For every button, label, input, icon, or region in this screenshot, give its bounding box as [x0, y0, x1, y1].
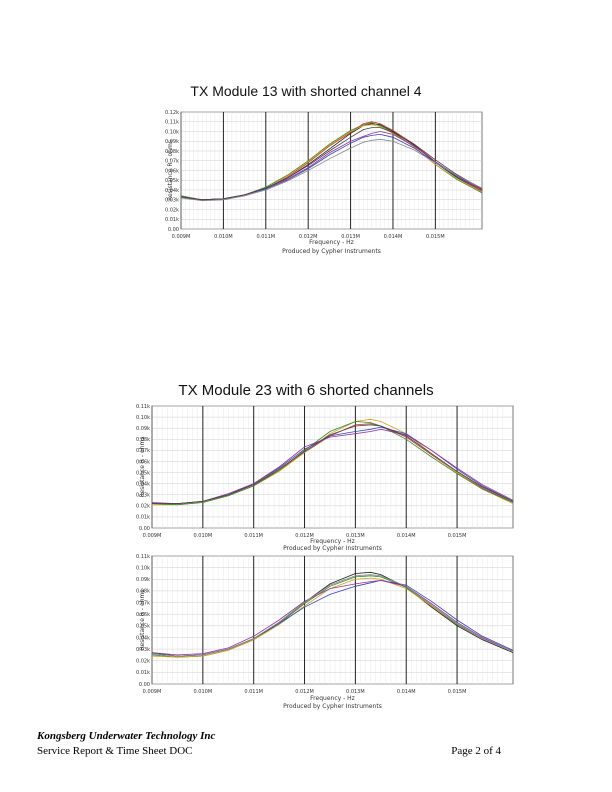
plot-area [151, 555, 514, 685]
y-tick-label: 0.00 [168, 227, 179, 233]
y-tick-label: 0.00 [139, 682, 150, 688]
y-tick-label: 0.03k [136, 647, 150, 653]
x-axis-label: Frequency - Hz [309, 239, 354, 246]
chart-credit: Produced by Cypher Instruments [283, 703, 382, 710]
x-tick-label: 0.012M [299, 234, 318, 240]
x-tick-label: 0.011M [244, 533, 263, 539]
y-tick-label: 0.04k [136, 481, 150, 487]
y-tick-label: 0.04k [136, 635, 150, 641]
y-axis-label: Resistance R - ohms [139, 437, 146, 498]
x-tick-label: 0.011M [256, 234, 275, 240]
y-tick-label: 0.09k [136, 577, 150, 583]
x-axis-label: Frequency - Hz [310, 538, 355, 545]
figure-1-title: TX Module 13 with shorted channel 4 [190, 83, 422, 99]
y-tick-label: 0.03k [165, 198, 179, 204]
y-axis-label: Resistance R - ohms [139, 590, 146, 651]
y-tick-label: 0.03k [136, 493, 150, 499]
x-tick-label: 0.013M [341, 234, 360, 240]
x-tick-label: 0.011M [244, 689, 263, 695]
y-tick-label: 0.10k [136, 565, 150, 571]
x-tick-label: 0.010M [194, 689, 213, 695]
x-tick-label: 0.015M [426, 234, 445, 240]
y-tick-label: 0.01k [165, 217, 179, 223]
x-axis-label: Frequency - Hz [310, 695, 355, 702]
x-tick-label: 0.009M [143, 689, 162, 695]
x-tick-label: 0.010M [214, 234, 233, 240]
y-tick-label: 0.04k [165, 188, 179, 194]
series-line [151, 574, 514, 657]
y-tick-label: 0.11k [136, 554, 150, 560]
y-tick-label: 0.07k [136, 600, 150, 606]
y-axis-label: Resistance R - ohms [167, 140, 174, 201]
x-tick-label: 0.014M [397, 689, 416, 695]
series-line [180, 138, 483, 202]
x-tick-label: 0.014M [397, 533, 416, 539]
y-tick-label: 0.12k [165, 110, 179, 116]
y-tick-label: 0.10k [165, 129, 179, 135]
y-tick-label: 0.05k [165, 178, 179, 184]
series-line [151, 579, 514, 656]
series-line [152, 424, 514, 505]
y-tick-label: 0.08k [165, 149, 179, 155]
x-tick-label: 0.012M [295, 689, 314, 695]
series-line [180, 127, 483, 201]
y-tick-label: 0.05k [136, 470, 150, 476]
y-tick-label: 0.01k [136, 670, 150, 676]
chart-credit: Produced by Cypher Instruments [282, 248, 381, 255]
y-tick-label: 0.02k [165, 207, 179, 213]
y-tick-label: 0.09k [136, 426, 150, 432]
plot-area [151, 405, 514, 529]
x-tick-label: 0.015M [448, 533, 467, 539]
y-tick-label: 0.07k [136, 448, 150, 454]
footer-company: Kongsberg Underwater Technology Inc [37, 730, 216, 742]
y-tick-label: 0.02k [136, 659, 150, 665]
series-line [151, 577, 514, 658]
chart-credit: Produced by Cypher Instruments [283, 545, 382, 552]
y-tick-label: 0.06k [136, 459, 150, 465]
y-tick-label: 0.08k [136, 437, 150, 443]
footer-page-number: Page 2 of 4 [451, 745, 501, 757]
y-tick-label: 0.11k [136, 404, 150, 410]
x-tick-label: 0.009M [143, 533, 162, 539]
x-tick-label: 0.014M [384, 234, 403, 240]
x-tick-label: 0.009M [172, 234, 191, 240]
y-tick-label: 0.09k [165, 139, 179, 145]
x-tick-label: 0.013M [346, 533, 365, 539]
y-tick-label: 0.01k [136, 515, 150, 521]
x-tick-label: 0.010M [194, 533, 213, 539]
figure-2-title: TX Module 23 with 6 shorted channels [178, 382, 434, 399]
x-tick-label: 0.012M [295, 533, 314, 539]
series-line [151, 428, 514, 505]
series-line [151, 421, 514, 506]
footer-document-name: Service Report & Time Sheet DOC [37, 745, 193, 757]
y-tick-label: 0.02k [136, 504, 150, 510]
y-tick-label: 0.05k [136, 624, 150, 630]
y-tick-label: 0.07k [165, 159, 179, 165]
y-tick-label: 0.00 [139, 526, 150, 532]
y-tick-label: 0.10k [136, 415, 150, 421]
y-tick-label: 0.08k [136, 589, 150, 595]
y-tick-label: 0.11k [165, 120, 179, 126]
y-tick-label: 0.06k [165, 168, 179, 174]
y-tick-label: 0.06k [136, 612, 150, 618]
x-tick-label: 0.015M [448, 689, 467, 695]
x-tick-label: 0.013M [346, 689, 365, 695]
